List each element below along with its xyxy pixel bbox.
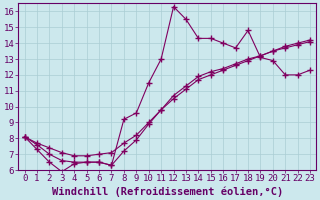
X-axis label: Windchill (Refroidissement éolien,°C): Windchill (Refroidissement éolien,°C) — [52, 186, 283, 197]
